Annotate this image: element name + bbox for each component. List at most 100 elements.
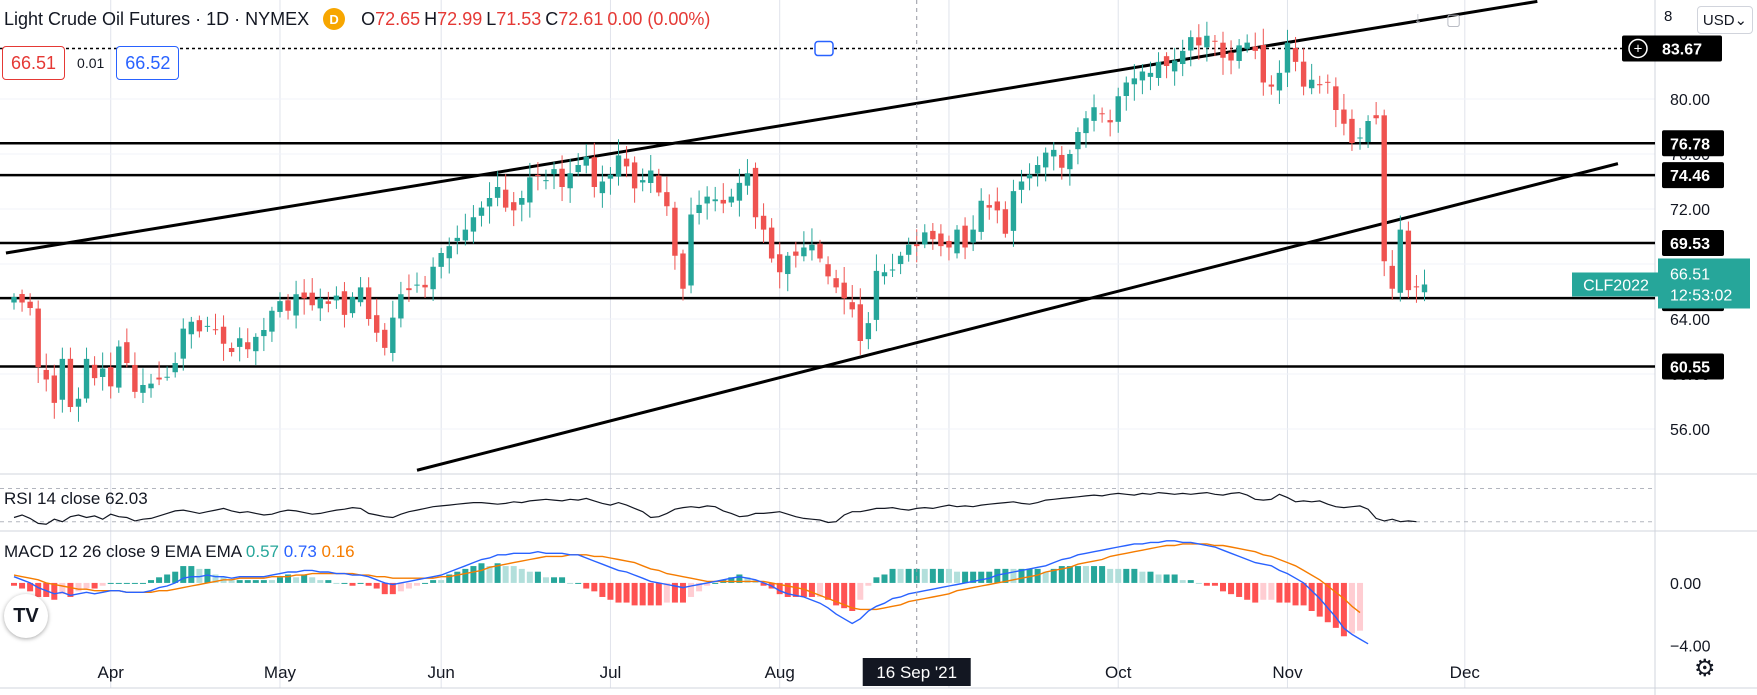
macd-hist-bar-147	[1195, 582, 1202, 584]
macd-hist-bar-46	[381, 582, 388, 595]
trend-lines	[5, 0, 1619, 472]
macd-hist-bar-33	[276, 577, 283, 583]
candle-body-126	[1026, 174, 1033, 179]
macd-tick-label-1: −4.00	[1670, 638, 1711, 655]
candle-body-22	[188, 321, 195, 335]
candle-body-170	[1381, 115, 1387, 262]
candle-body-174	[1413, 286, 1420, 288]
candle-body-65	[535, 174, 541, 176]
y-tick-label-2: 64.00	[1670, 312, 1710, 329]
rsi-legend: RSI 14 close 62.03	[4, 489, 148, 509]
candle-body-102	[833, 278, 839, 288]
macd-hist-bar-163	[1324, 582, 1331, 623]
macd-hist-bar-32	[268, 580, 275, 583]
macd-hist-bar-40	[333, 582, 340, 584]
candle-body-136	[1107, 120, 1113, 123]
candle-body-14	[124, 342, 130, 363]
currency-label: USD	[1702, 11, 1735, 29]
candle-body-67	[551, 169, 557, 175]
candle-body-36	[301, 292, 307, 299]
candle-body-124	[1010, 191, 1017, 231]
macd-hist-bar-134	[1091, 566, 1098, 583]
scale-label-truncated: 8	[1664, 8, 1673, 25]
candle-body-68	[559, 168, 565, 187]
macd-hist-bar-21	[180, 566, 187, 583]
candles	[11, 21, 1428, 422]
macd-hist-bar-157	[1276, 582, 1283, 603]
gear-icon[interactable]: ⚙	[1694, 655, 1716, 682]
candle-body-137	[1115, 96, 1121, 122]
level-label-69.53: 69.53	[1670, 236, 1710, 253]
macd-hist-bar-143	[1163, 574, 1170, 583]
macd-hist-bar-45	[373, 582, 380, 589]
candle-body-55	[454, 237, 460, 242]
candle-body-95	[777, 254, 783, 273]
tradingview-logo-icon[interactable]: TV	[4, 594, 48, 638]
candle-body-100	[817, 243, 823, 259]
candle-body-161	[1308, 79, 1315, 89]
macd-label: MACD 12 26 close 9 EMA EMA	[4, 542, 242, 561]
macd-hist-bar-86	[704, 582, 711, 586]
candle-body-89	[728, 196, 735, 203]
frame-icon[interactable]: ▢	[1446, 12, 1462, 29]
macd-hist-bar-72	[591, 582, 598, 592]
macd-hist-bar-47	[389, 582, 396, 595]
candle-body-142	[1155, 61, 1162, 78]
high-value: 72.99	[437, 8, 483, 29]
macd-hist-bar-78	[639, 582, 646, 606]
candle-body-69	[567, 173, 573, 189]
macd-hist-bar-37	[309, 577, 316, 583]
close-key: C	[545, 8, 559, 29]
candle-body-114	[930, 230, 936, 240]
candle-body-84	[688, 214, 694, 286]
candle-body-44	[365, 287, 372, 319]
candle-body-130	[1059, 154, 1065, 168]
candle-body-108	[881, 272, 888, 277]
macd-hist-bar-164	[1332, 582, 1339, 628]
trendline-1	[416, 162, 1619, 472]
candle-body-129	[1051, 149, 1057, 157]
symbol-tag-box	[1572, 272, 1660, 297]
candle-body-132	[1075, 132, 1081, 150]
candle-body-162	[1317, 84, 1323, 86]
macd-hist-bar-68	[559, 577, 566, 583]
candle-body-111	[905, 244, 912, 255]
macd-hist-bar-57	[470, 566, 477, 583]
candle-body-18	[156, 377, 162, 380]
macd-hist-bar-101	[825, 582, 832, 600]
macd-hist-bar-152	[1236, 582, 1243, 597]
sell-button[interactable]: 66.51	[2, 46, 66, 80]
buy-button[interactable]: 66.52	[116, 46, 180, 80]
macd-hist-bar-122	[994, 568, 1001, 583]
candle-body-40	[333, 295, 340, 301]
macd-hist-bar-22	[188, 566, 195, 583]
chart-title: Light Crude Oil Futures · 1D · NYMEX	[4, 8, 310, 29]
macd-hist-bar-140	[1139, 571, 1146, 583]
x-tick-label-4: Aug	[765, 663, 795, 682]
last-price-label: 66.51	[1670, 266, 1710, 283]
macd-hist-bar-105	[857, 582, 864, 600]
macd-hist-bar-28	[236, 580, 243, 583]
candle-body-19	[164, 376, 170, 378]
macd-hist-bar-124	[1010, 568, 1017, 583]
currency-selector[interactable]: USD ⌄	[1697, 6, 1753, 34]
candle-body-158	[1284, 42, 1291, 73]
candle-body-164	[1333, 86, 1339, 110]
candle-body-133	[1083, 118, 1089, 134]
macd-hist-bar-139	[1131, 568, 1138, 583]
macd-hist-bar-15	[131, 582, 138, 584]
candle-body-166	[1349, 118, 1355, 143]
macd-hist-bar-156	[1268, 582, 1275, 600]
macd-hist-bar-130	[1058, 566, 1065, 583]
candle-body-109	[889, 269, 896, 271]
macd-hist-bar-108	[881, 574, 888, 583]
rsi-pane	[0, 487, 1655, 525]
arrow-down-icon[interactable]: ↓	[1414, 10, 1422, 27]
macd-hist-bar-49	[405, 582, 412, 589]
macd-hist-bar-1	[19, 582, 26, 589]
candle-body-38	[317, 298, 323, 309]
price-labels: +83.6776.7874.4669.5365.5260.55CLF202266…	[814, 35, 1750, 380]
candle-body-9	[83, 358, 90, 399]
